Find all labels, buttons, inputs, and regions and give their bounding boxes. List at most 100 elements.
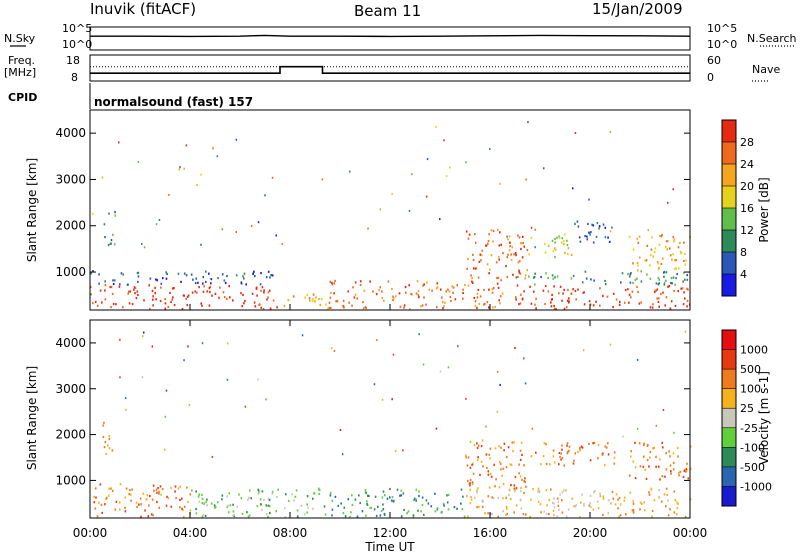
scatter-cell-4 (499, 231, 501, 234)
scatter-cell-5 (574, 505, 576, 508)
scatter-cell-3 (330, 306, 332, 309)
scatter-outlier (119, 338, 121, 341)
scatter-cell-3 (501, 474, 503, 477)
scatter-cell-3 (486, 466, 488, 469)
scatter-cell-6 (619, 300, 621, 304)
scatter-cell-6 (646, 444, 649, 447)
scatter-cell-6 (639, 465, 642, 468)
scatter-cell-3 (478, 302, 481, 305)
scatter-cell-3 (521, 478, 523, 481)
colorbar-swatch (722, 142, 736, 164)
scatter-cell-6 (550, 305, 553, 308)
scatter-cell-6 (533, 290, 535, 293)
scatter-cell-2 (320, 297, 323, 301)
scatter-cell-5 (532, 488, 534, 491)
scatter-cell-3 (462, 297, 464, 300)
scatter-cell-0 (186, 304, 189, 307)
scatter-cell-1 (247, 515, 250, 518)
scatter-cell-4 (498, 244, 501, 247)
scatter-cell-1 (269, 276, 271, 279)
scatter-cell-3 (442, 307, 444, 310)
scatter-cell-3 (464, 283, 466, 287)
scatter-cell-6 (595, 300, 597, 303)
scatter-cell-4 (496, 276, 498, 280)
scatter-cell-9 (684, 263, 687, 266)
scatter-cell-2 (434, 510, 437, 513)
scatter-cell-2 (366, 503, 369, 506)
scatter-cell-5 (561, 499, 563, 502)
scatter-cell-3 (445, 290, 447, 293)
scatter-cell-4 (502, 252, 504, 255)
scatter-cell-5 (505, 505, 508, 508)
scatter-cell-2 (337, 504, 340, 507)
scatter-cell-7 (636, 277, 638, 280)
scatter-cell-3 (502, 483, 505, 486)
scatter-cell-5 (554, 237, 556, 240)
scatter-cell-2 (396, 488, 399, 491)
scatter-cell-5 (544, 242, 546, 245)
power-y-axis: 1000 2000 3000 4000 (55, 126, 690, 279)
scatter-cell-8 (596, 222, 599, 225)
scatter-cell-6 (623, 301, 626, 304)
scatter-cell-9 (669, 254, 672, 257)
scatter-cell-4 (481, 249, 484, 252)
scatter-cell-5 (651, 515, 653, 518)
scatter-cell-6 (682, 475, 685, 478)
scatter-outlier (264, 194, 266, 197)
scatter-cell-0 (229, 296, 231, 299)
scatter-cell-5 (470, 498, 473, 501)
scatter-cell-4 (497, 256, 500, 259)
scatter-cell-5 (558, 235, 560, 238)
freq-series-line (90, 65, 690, 74)
scatter-cell-0 (222, 291, 225, 294)
power-colorbar-label: Power [dB] (757, 177, 771, 242)
scatter-cell-6 (577, 288, 579, 291)
scatter-cell-6 (599, 304, 601, 307)
scatter-cell-5 (673, 490, 676, 493)
scatter-outlier (165, 389, 168, 392)
scatter-cell-7 (670, 281, 672, 285)
scatter-cell-0 (186, 486, 188, 489)
scatter-cell-1 (183, 272, 186, 275)
scatter-cell-3 (343, 306, 345, 309)
scatter-cell-1 (296, 515, 299, 518)
beam-title: Beam 11 (354, 2, 421, 20)
scatter-cell-3 (462, 288, 464, 291)
scatter-cell-9 (637, 264, 639, 267)
scatter-cell-3 (362, 301, 364, 304)
scatter-cell-3 (477, 487, 479, 490)
scatter-cell-3 (492, 306, 494, 309)
scatter-cell-5 (661, 500, 663, 503)
scatter-cell-9 (673, 240, 675, 243)
scatter-cell-10 (109, 242, 112, 245)
y-tick-label: 1000 (55, 473, 86, 487)
scatter-cell-9 (656, 261, 659, 264)
scatter-cell-0 (160, 493, 162, 496)
scatter-cell-6 (555, 307, 557, 311)
scatter-cell-4 (474, 267, 477, 270)
scatter-cell-0 (135, 297, 138, 300)
scatter-outlier (391, 398, 393, 401)
scatter-cell-5 (599, 495, 602, 498)
scatter-cell-9 (685, 259, 687, 262)
scatter-cell-0 (201, 304, 203, 307)
scatter-cell-5 (566, 239, 568, 242)
scatter-cell-6 (615, 298, 618, 301)
scatter-cell-0 (208, 304, 211, 307)
scatter-cell-6 (670, 300, 673, 303)
scatter-cell-3 (431, 289, 433, 292)
scatter-cell-5 (564, 251, 566, 255)
scatter-cell-3 (492, 286, 495, 290)
scatter-cell-3 (467, 456, 470, 459)
scatter-cell-2 (443, 504, 445, 507)
scatter-cell-1 (256, 505, 259, 508)
scatter-cell-0 (157, 487, 159, 490)
scatter-cell-0 (152, 295, 154, 298)
scatter-cell-7 (593, 279, 595, 282)
scatter-cell-5 (497, 515, 499, 518)
scatter-cell-1 (271, 490, 274, 493)
scatter-cell-6 (588, 300, 591, 303)
scatter-cell-4 (512, 273, 514, 276)
scatter-cell-1 (221, 494, 224, 497)
x-tick-label: 16:00 (473, 526, 508, 540)
